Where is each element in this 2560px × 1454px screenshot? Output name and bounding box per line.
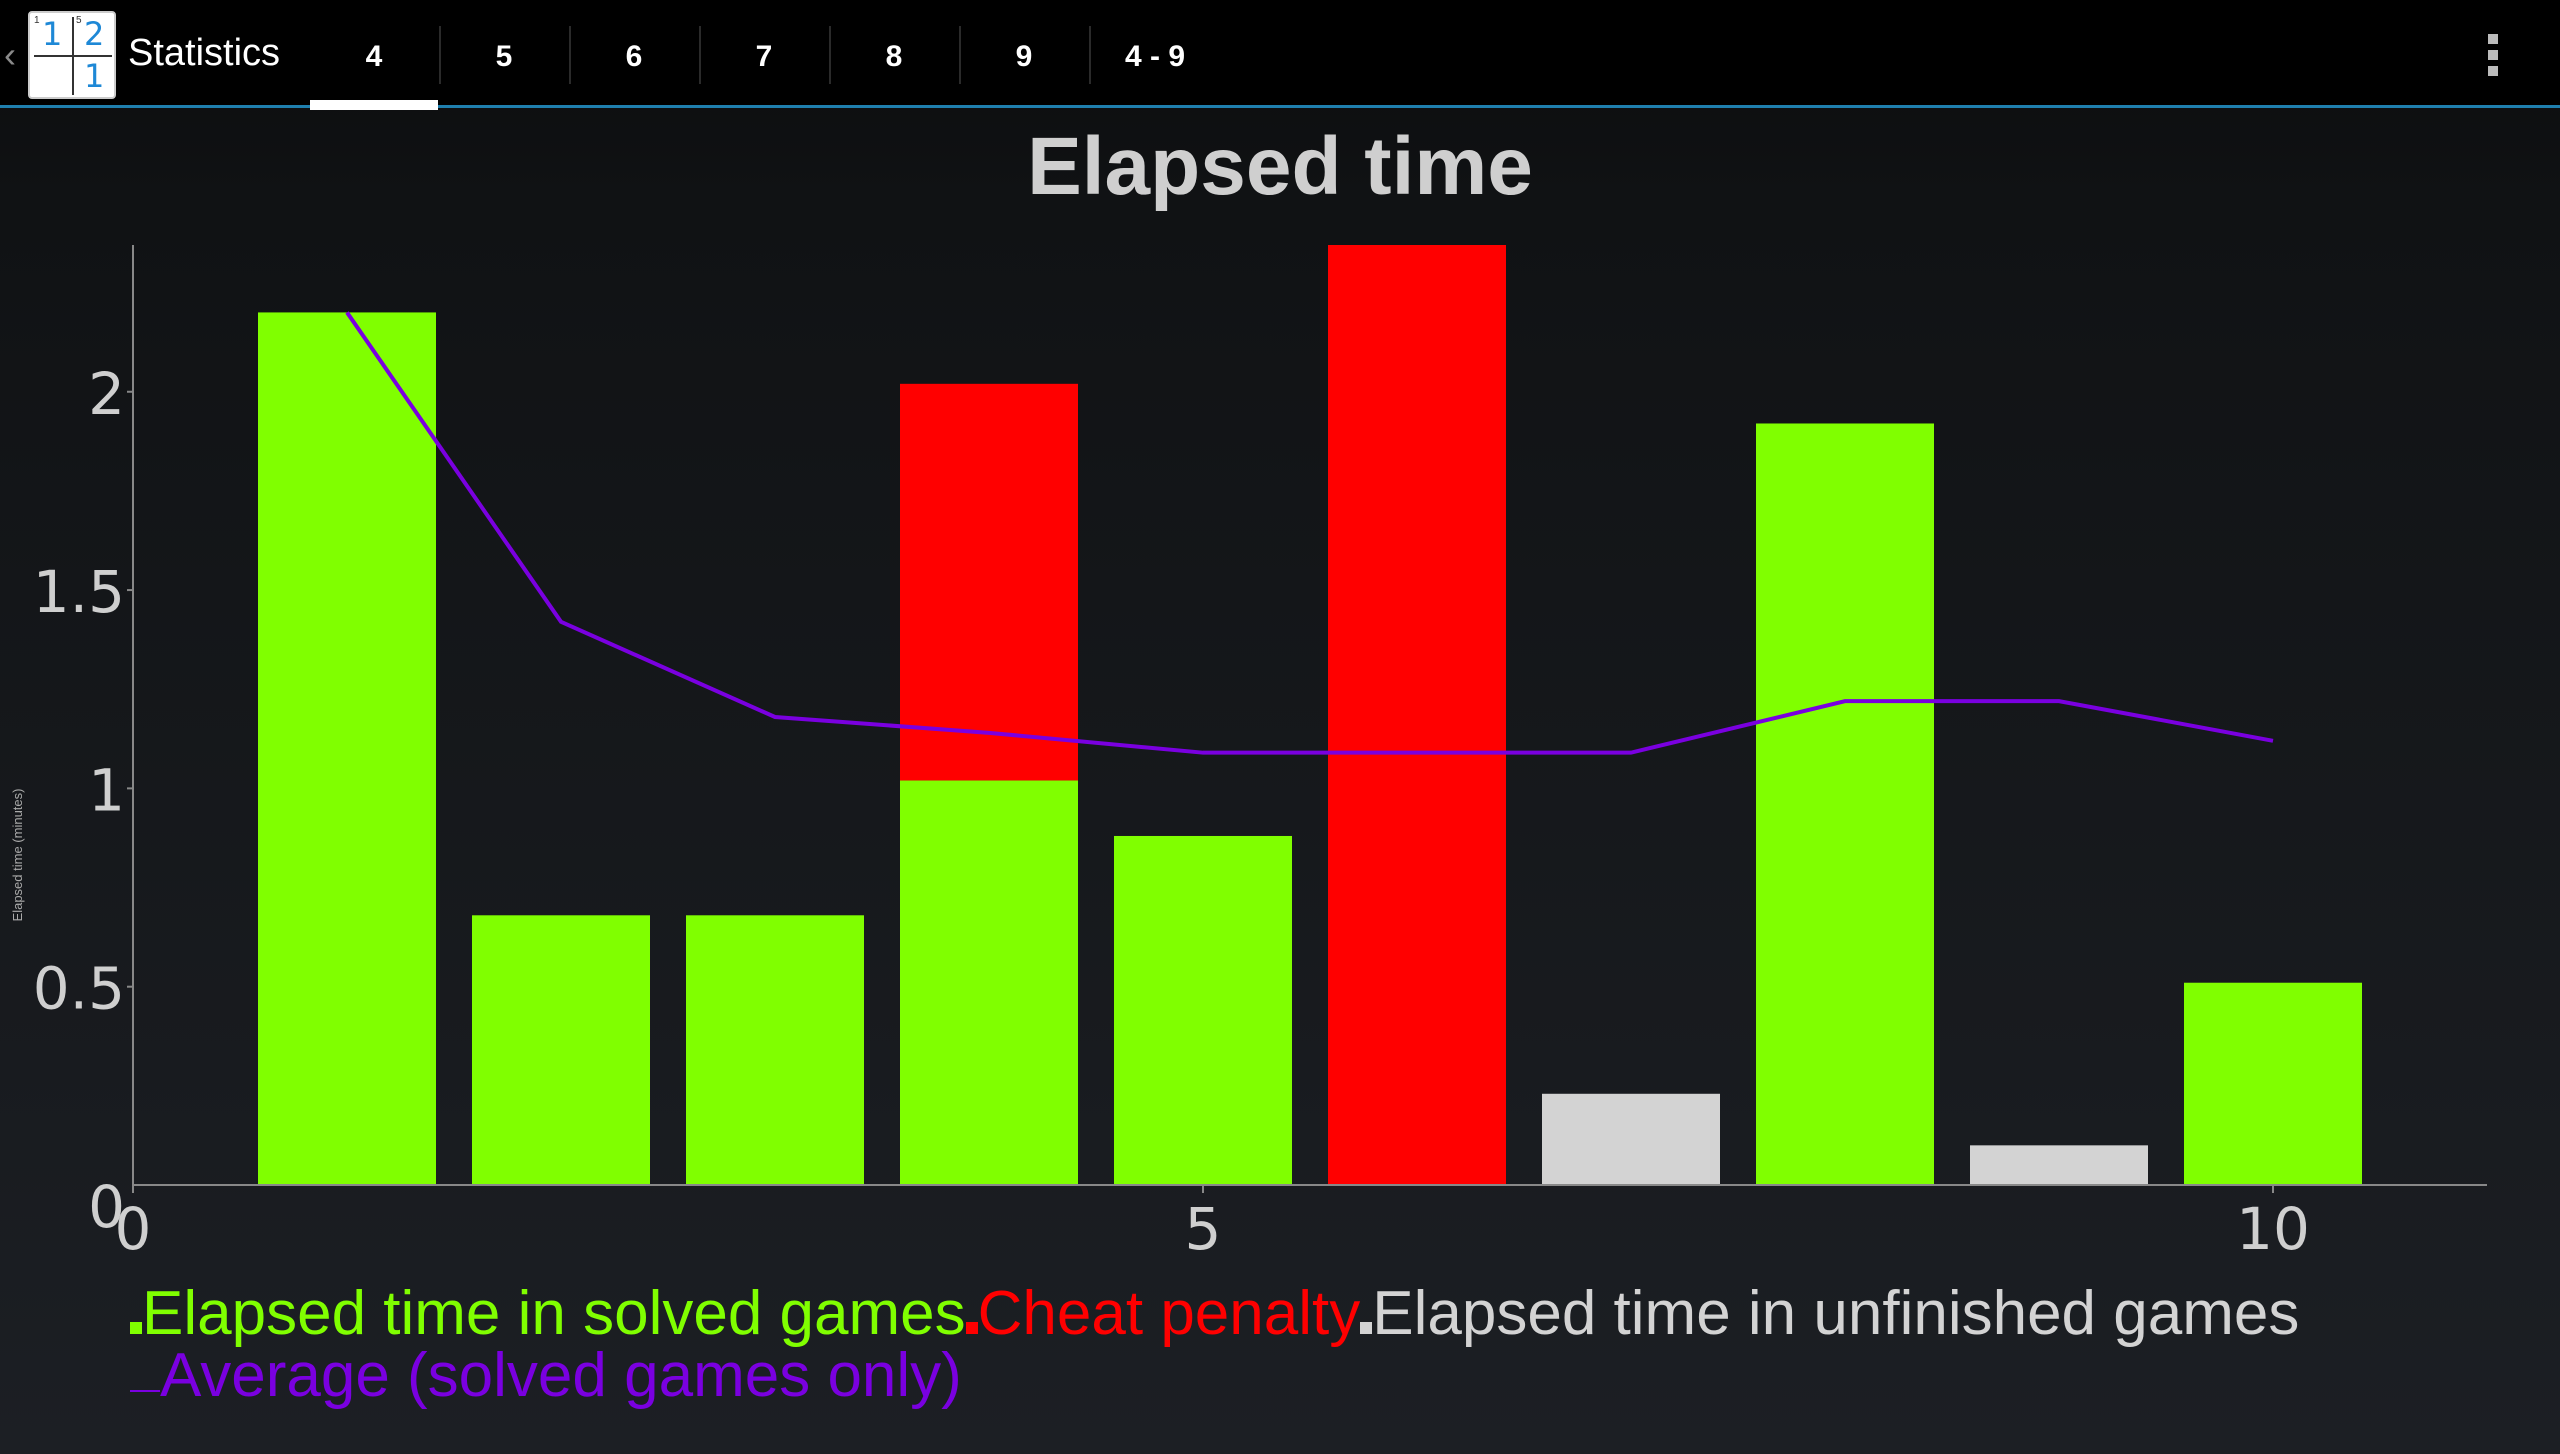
bar-solved	[900, 780, 1078, 1185]
bar-solved	[1114, 835, 1292, 1185]
action-bar: ‹ 1 5 1 2 1 Statistics 4 5 6 7 8 9 4 - 9	[0, 0, 2560, 110]
bar-unfinished	[1970, 1145, 2148, 1185]
legend-swatch-average	[130, 1389, 160, 1392]
tab-divider	[569, 26, 571, 84]
legend-item-average: Average (solved games only)	[160, 1341, 962, 1410]
legend-swatch-solved	[130, 1322, 142, 1334]
tab-divider	[439, 26, 441, 84]
selected-tab-indicator	[310, 100, 438, 110]
bar-solved	[2184, 982, 2362, 1185]
average-line	[345, 311, 2274, 755]
chart-title: Elapsed time	[1027, 121, 1533, 212]
bar-cheat	[1328, 245, 1506, 1185]
legend-row: Average (solved games only)	[130, 1344, 962, 1408]
tab-9[interactable]: 9	[1015, 40, 1033, 73]
tab-4-9[interactable]: 4 - 9	[1124, 40, 1186, 73]
elapsed-time-chart: Elapsed time Elapsed time (minutes) 0 0.5…	[10, 121, 2487, 1263]
bar-unfinished	[1542, 1093, 1720, 1185]
y-tick-label: 2	[88, 360, 125, 428]
legend-item-unfinished: Elapsed time in unfinished games	[1372, 1279, 2300, 1348]
tab-5[interactable]: 5	[495, 40, 513, 73]
overflow-menu-icon[interactable]	[2486, 34, 2500, 78]
app-icon-digit: 2	[84, 15, 105, 53]
tab-6[interactable]: 6	[625, 40, 643, 73]
legend-swatch-cheat	[965, 1322, 978, 1334]
y-tick-label: 0.5	[33, 955, 125, 1023]
app-icon-digit: 1	[42, 15, 63, 53]
tab-divider	[959, 26, 961, 84]
legend-swatch-unfinished	[1360, 1322, 1373, 1334]
app-title: Statistics	[128, 32, 281, 74]
y-tick-label: 1	[88, 756, 125, 824]
legend-item-solved: Elapsed time in solved games	[142, 1279, 966, 1348]
legend-item-cheat-penalty: Cheat penalty	[977, 1279, 1361, 1348]
tab-divider	[829, 26, 831, 84]
bar-solved	[686, 915, 864, 1185]
bar-solved	[1756, 423, 1934, 1185]
y-tick-label: 1.5	[33, 558, 125, 626]
x-tick-label: 10	[2236, 1195, 2310, 1263]
app-icon-cage-label: 1	[34, 15, 40, 26]
chevron-left-icon[interactable]: ‹	[4, 34, 16, 75]
x-tick-label: 5	[1185, 1195, 1222, 1263]
tab-7[interactable]: 7	[755, 40, 773, 73]
tab-divider	[699, 26, 701, 84]
tab-8[interactable]: 8	[885, 40, 903, 73]
tab-4[interactable]: 4	[365, 40, 383, 73]
y-axis-label: Elapsed time (minutes)	[10, 789, 25, 922]
x-tick-label: 0	[115, 1195, 152, 1263]
y-tick-label: 0	[88, 1173, 125, 1241]
bar-solved	[258, 312, 436, 1185]
tab-divider	[1089, 26, 1091, 84]
app-icon-grid-line	[34, 55, 112, 57]
app-icon[interactable]: 1 5 1 2 1	[28, 11, 116, 99]
legend-row: Elapsed time in solved games Cheat penalt…	[130, 1282, 2299, 1346]
app-icon-digit: 1	[84, 57, 105, 95]
app-icon-cage-label: 5	[76, 15, 82, 26]
bar-cheat	[900, 383, 1078, 781]
bar-solved	[472, 915, 650, 1185]
